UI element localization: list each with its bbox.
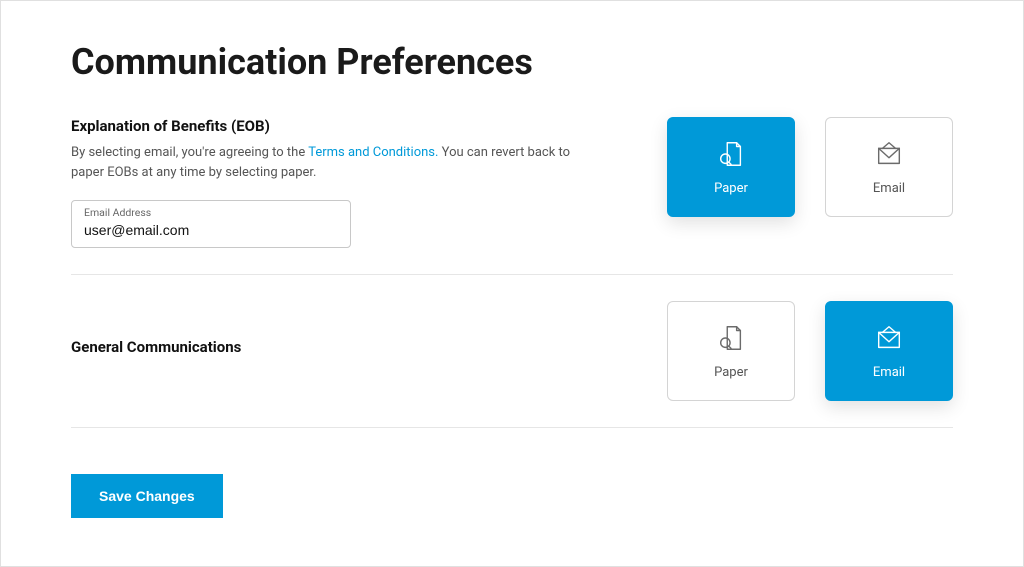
eob-section: Explanation of Benefits (EOB) By selecti… — [71, 117, 953, 275]
general-option-paper[interactable]: Paper — [667, 301, 795, 401]
email-field-label: Email Address — [84, 206, 338, 219]
general-options: Paper Email — [667, 301, 953, 401]
general-title: General Communications — [71, 338, 637, 356]
page-title: Communication Preferences — [71, 41, 953, 83]
eob-option-paper-label: Paper — [714, 181, 748, 196]
email-field-wrap[interactable]: Email Address — [71, 200, 351, 248]
general-option-paper-label: Paper — [714, 365, 748, 380]
email-field[interactable] — [84, 222, 338, 238]
eob-desc-before: By selecting email, you're agreeing to t… — [71, 145, 308, 160]
terms-link[interactable]: Terms and Conditions. — [308, 145, 438, 160]
eob-options: Paper Email — [667, 117, 953, 217]
general-left: General Communications — [71, 338, 667, 364]
email-icon — [874, 139, 904, 169]
eob-description: By selecting email, you're agreeing to t… — [71, 143, 591, 182]
eob-option-paper[interactable]: Paper — [667, 117, 795, 217]
general-section: General Communications Paper — [71, 301, 953, 428]
paper-icon — [716, 139, 746, 169]
eob-option-email[interactable]: Email — [825, 117, 953, 217]
paper-icon — [716, 323, 746, 353]
eob-title: Explanation of Benefits (EOB) — [71, 117, 637, 135]
general-option-email-label: Email — [873, 365, 905, 380]
eob-left: Explanation of Benefits (EOB) By selecti… — [71, 117, 667, 248]
email-icon — [874, 323, 904, 353]
eob-option-email-label: Email — [873, 181, 905, 196]
save-button[interactable]: Save Changes — [71, 474, 223, 518]
general-option-email[interactable]: Email — [825, 301, 953, 401]
